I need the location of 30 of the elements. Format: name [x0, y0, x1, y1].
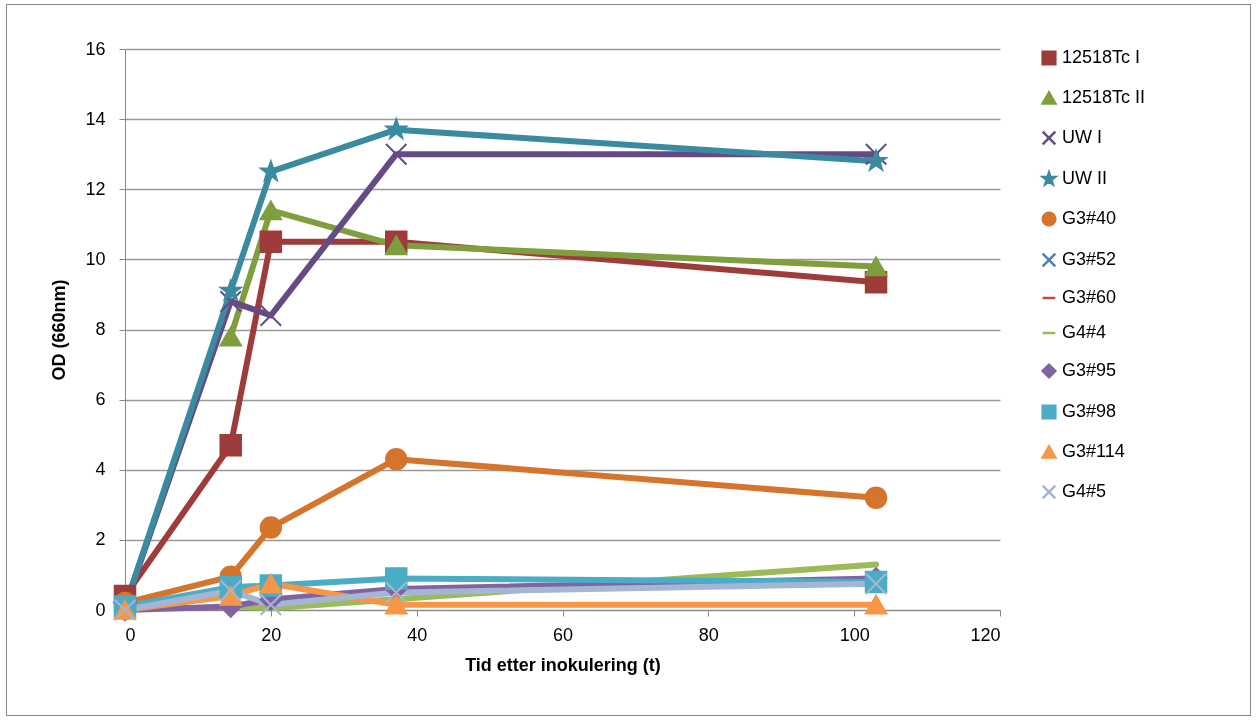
y-tick-label: 6	[95, 389, 106, 410]
x-tick-label: 80	[698, 624, 719, 645]
y-tick-label: 0	[95, 599, 106, 620]
legend-label: G3#40	[1062, 208, 1117, 228]
x-tick-label: 120	[970, 624, 1001, 645]
y-axis-title: OD (660nm)	[49, 279, 70, 381]
x-tick-label: 20	[261, 624, 282, 645]
legend-label: G3#98	[1062, 401, 1117, 421]
y-tick-label: 4	[95, 459, 106, 480]
y-tick-label: 12	[85, 178, 106, 199]
y-tick-label: 16	[85, 38, 106, 59]
y-tick-label: 2	[95, 529, 106, 550]
legend-label: G3#60	[1062, 287, 1117, 307]
legend-label: 12518Tc I	[1062, 47, 1141, 67]
legend-label: G3#52	[1062, 249, 1117, 269]
x-tick-label: 100	[839, 624, 870, 645]
legend-label: G4#4	[1062, 322, 1107, 342]
x-tick-label: 0	[125, 624, 136, 645]
y-tick-label: 14	[85, 108, 106, 129]
y-tick-label: 10	[85, 248, 106, 269]
legend-label: G3#95	[1062, 360, 1117, 380]
legend-label: 12518Tc II	[1062, 87, 1146, 107]
x-tick-label: 60	[552, 624, 574, 645]
legend-label: UW I	[1062, 127, 1102, 147]
y-tick-label: 8	[95, 319, 106, 339]
legend-label: UW II	[1062, 168, 1107, 188]
x-axis-title: Tid etter inokulering (t)	[465, 654, 661, 675]
legend-label: G4#5	[1062, 481, 1107, 501]
x-tick-label: 40	[407, 624, 428, 645]
legend-label: G3#114	[1062, 441, 1125, 461]
